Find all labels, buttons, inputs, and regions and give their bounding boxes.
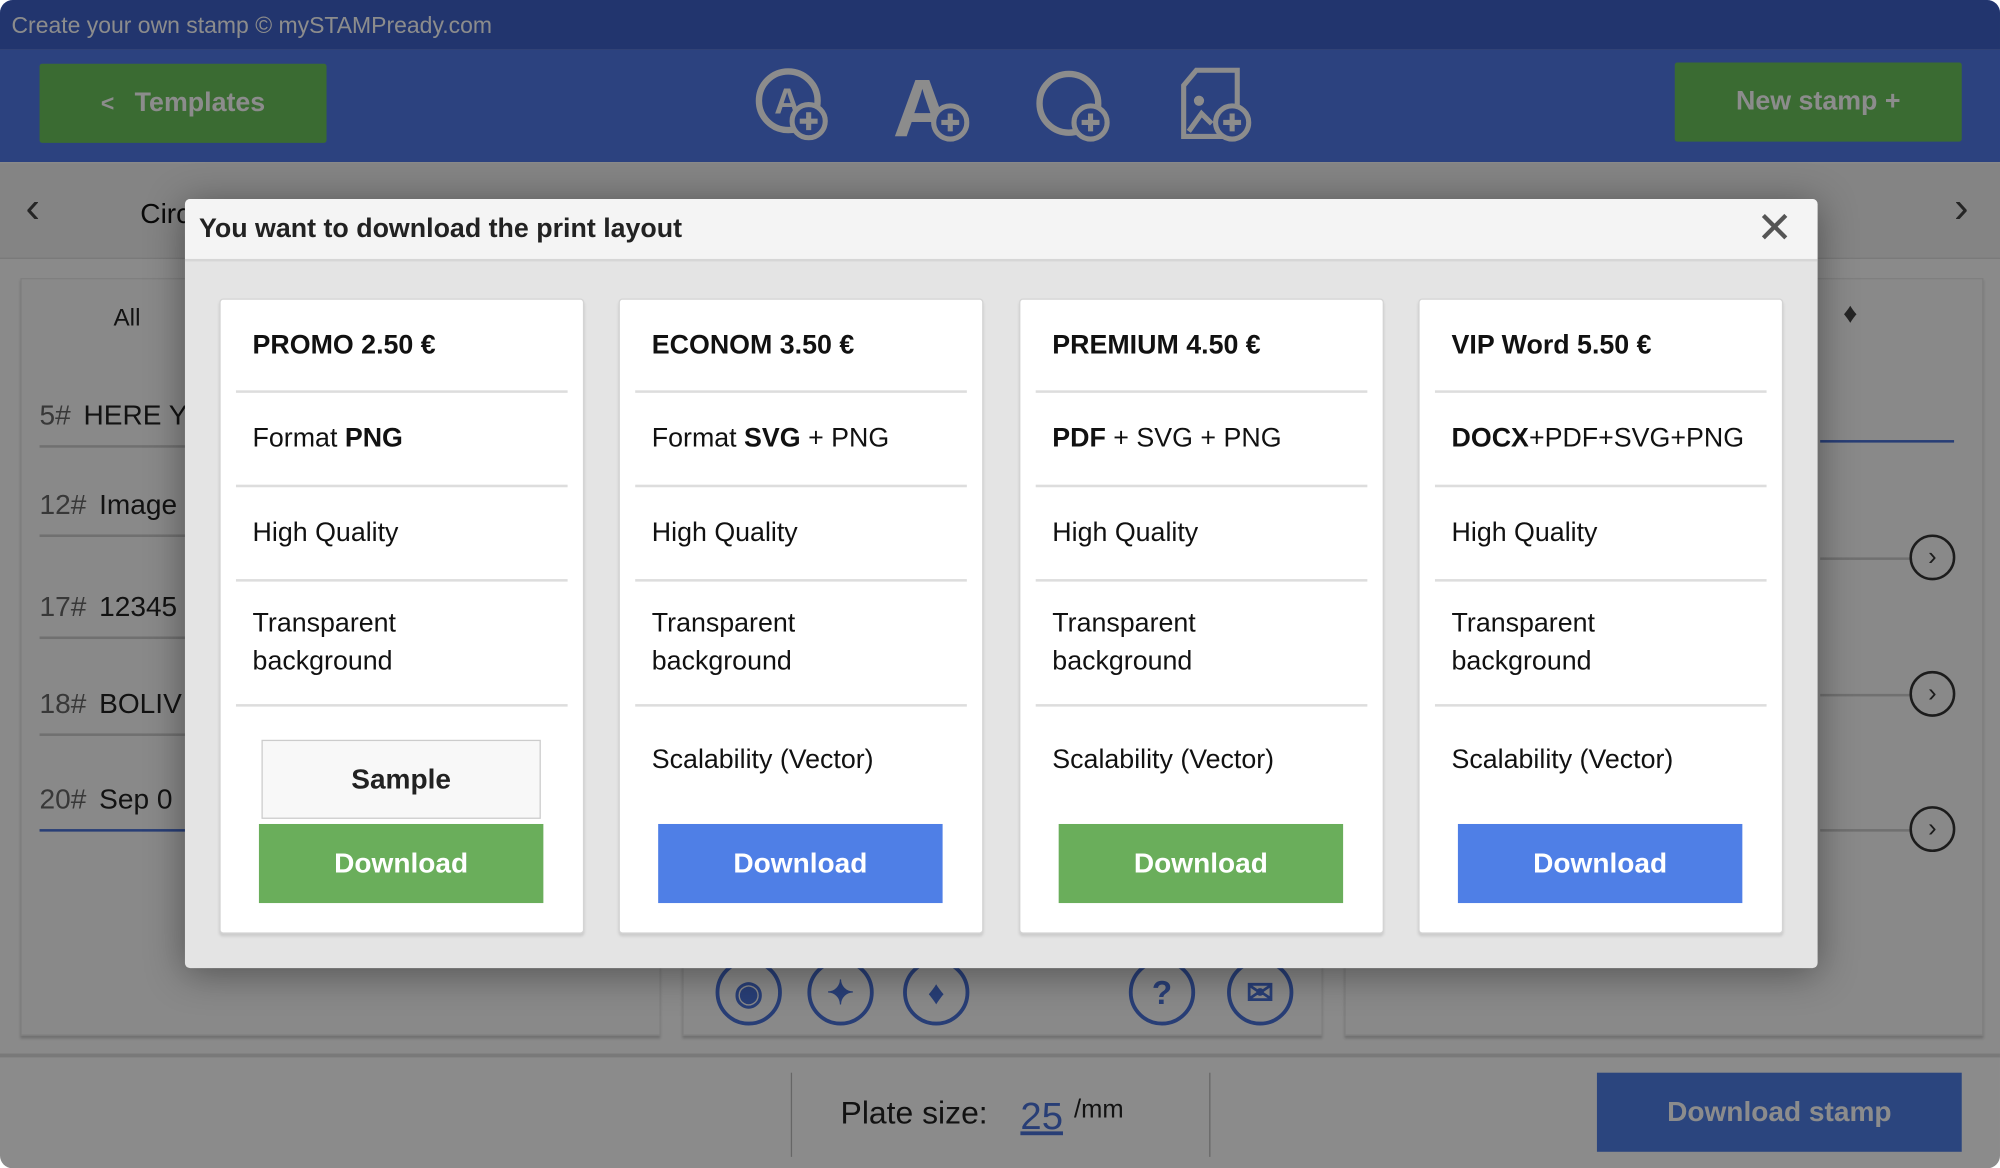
download-stamp-button[interactable]: Download stamp xyxy=(1596,1072,1962,1152)
item-label: Sep 0 xyxy=(99,783,173,816)
plan-quality: High Quality xyxy=(1434,487,1767,582)
toolbar: < Templates A A New stamp + xyxy=(0,49,2000,162)
bg-line-1: Transparent xyxy=(252,608,396,638)
bg-line-2: background xyxy=(1451,646,1592,677)
plan-background: Transparent background xyxy=(235,582,568,707)
bottom-bar: Plate size: 25 /mm Download stamp xyxy=(0,1053,2000,1168)
plan-card: PREMIUM 4.50 € PDF + SVG + PNG High Qualit… xyxy=(1019,298,1384,934)
plan-card: VIP Word 5.50 € DOCX +PDF+SVG+PNG High Qual… xyxy=(1418,298,1784,934)
close-icon[interactable]: ✕ xyxy=(1756,204,1793,253)
format-rest: + SVG + PNG xyxy=(1105,423,1282,453)
plan-scalability: Scalability (Vector) xyxy=(651,744,874,775)
slider-track xyxy=(1820,440,1955,443)
item-number: 17# xyxy=(39,590,87,623)
plate-size-input[interactable]: 25 xyxy=(1020,1095,1063,1138)
plan-background: Transparent background xyxy=(1035,582,1368,707)
chevron-right-circle-icon[interactable]: › xyxy=(1909,534,1956,581)
item-label: 12345 xyxy=(99,590,178,623)
plan-title: PROMO 2.50 € xyxy=(235,300,568,393)
plan-format: DOCX +PDF+SVG+PNG xyxy=(1434,393,1767,488)
format-main: PNG xyxy=(344,423,403,453)
format-main: DOCX xyxy=(1451,423,1529,453)
format-rest: +PDF+SVG+PNG xyxy=(1528,423,1745,453)
format-main: SVG xyxy=(744,423,801,453)
plan-background: Transparent background xyxy=(635,582,967,707)
dialog-header: You want to download the print layout ✕ xyxy=(184,198,1818,262)
add-image-icon[interactable] xyxy=(1179,67,1256,145)
chevron-left-icon[interactable]: ‹ xyxy=(25,183,40,233)
download-button[interactable]: Download xyxy=(1457,823,1743,904)
template-name: Circ xyxy=(140,197,191,230)
plan-format: Format SVG + PNG xyxy=(635,393,967,488)
format-prefix: Format xyxy=(651,423,745,453)
plan-card: PROMO 2.50 € Format PNG High Quality Transp… xyxy=(219,298,585,934)
item-label: HERE Y xyxy=(83,399,188,432)
item-number: 12# xyxy=(39,488,87,521)
fill-icon[interactable]: ♦ xyxy=(1843,297,1858,330)
plan-title: VIP Word 5.50 € xyxy=(1434,300,1767,393)
plate-unit: /mm xyxy=(1073,1095,1124,1124)
chevron-left-icon: < xyxy=(100,89,115,116)
bg-line-2: background xyxy=(651,646,792,677)
item-number: 5# xyxy=(39,399,71,432)
plan-scalability: Scalability (Vector) xyxy=(1451,744,1674,775)
bg-line-2: background xyxy=(252,646,393,677)
divider xyxy=(1820,557,1910,560)
chevron-right-icon[interactable]: › xyxy=(1954,183,1969,233)
dialog-title: You want to download the print layout xyxy=(198,214,683,244)
plan-title: PREMIUM 4.50 € xyxy=(1035,300,1368,393)
chevron-right-circle-icon[interactable]: › xyxy=(1909,806,1956,853)
new-stamp-button[interactable]: New stamp + xyxy=(1674,62,1962,142)
bg-line-1: Transparent xyxy=(651,608,796,638)
bg-line-2: background xyxy=(1052,646,1193,677)
plan-scalability: Scalability (Vector) xyxy=(1052,744,1275,775)
plate-size-label: Plate size: xyxy=(840,1095,988,1132)
item-number: 18# xyxy=(39,687,87,720)
format-main: PDF xyxy=(1052,423,1106,453)
plan-format: PDF + SVG + PNG xyxy=(1035,393,1368,488)
plan-title: ECONOM 3.50 € xyxy=(635,300,967,393)
download-button[interactable]: Download xyxy=(258,823,544,904)
sample-button[interactable]: Sample xyxy=(261,739,541,819)
format-prefix: Format xyxy=(252,423,345,453)
plan-quality: High Quality xyxy=(235,487,568,582)
divider xyxy=(790,1072,793,1157)
plan-background: Transparent background xyxy=(1434,582,1767,707)
tab-all[interactable]: All xyxy=(113,304,141,332)
list-item[interactable]: 17# 12345 xyxy=(39,575,219,640)
templates-label: Templates xyxy=(134,88,266,118)
divider xyxy=(1820,829,1910,832)
download-button[interactable]: Download xyxy=(1058,823,1344,904)
add-shape-icon[interactable] xyxy=(1036,68,1113,145)
list-item[interactable]: 20# Sep 0 xyxy=(39,768,219,832)
format-rest: + PNG xyxy=(800,423,890,453)
download-dialog: You want to download the print layout ✕ … xyxy=(184,198,1818,969)
divider xyxy=(1209,1072,1211,1157)
bg-line-1: Transparent xyxy=(1451,608,1595,638)
download-button[interactable]: Download xyxy=(658,823,943,904)
add-text-icon[interactable]: A xyxy=(893,68,970,145)
plan-quality: High Quality xyxy=(635,487,967,582)
plan-quality: High Quality xyxy=(1035,487,1368,582)
plan-format: Format PNG xyxy=(235,393,568,488)
plan-card: ECONOM 3.50 € Format SVG + PNG High Qualit… xyxy=(618,298,984,934)
item-label: Image xyxy=(99,488,178,521)
list-item[interactable]: 18# BOLIV xyxy=(39,672,219,736)
divider xyxy=(1820,693,1910,697)
item-label: BOLIV xyxy=(99,687,182,720)
title-bar: Create your own stamp © mySTAMPready.com xyxy=(0,0,2000,50)
add-circle-text-icon[interactable]: A xyxy=(755,68,832,145)
list-item[interactable]: 5# HERE Y xyxy=(39,384,219,448)
chevron-right-circle-icon[interactable]: › xyxy=(1909,670,1956,717)
list-item[interactable]: 12# Image xyxy=(39,473,219,537)
bg-line-1: Transparent xyxy=(1052,608,1196,638)
item-number: 20# xyxy=(39,783,87,816)
templates-button[interactable]: < Templates xyxy=(39,63,327,143)
